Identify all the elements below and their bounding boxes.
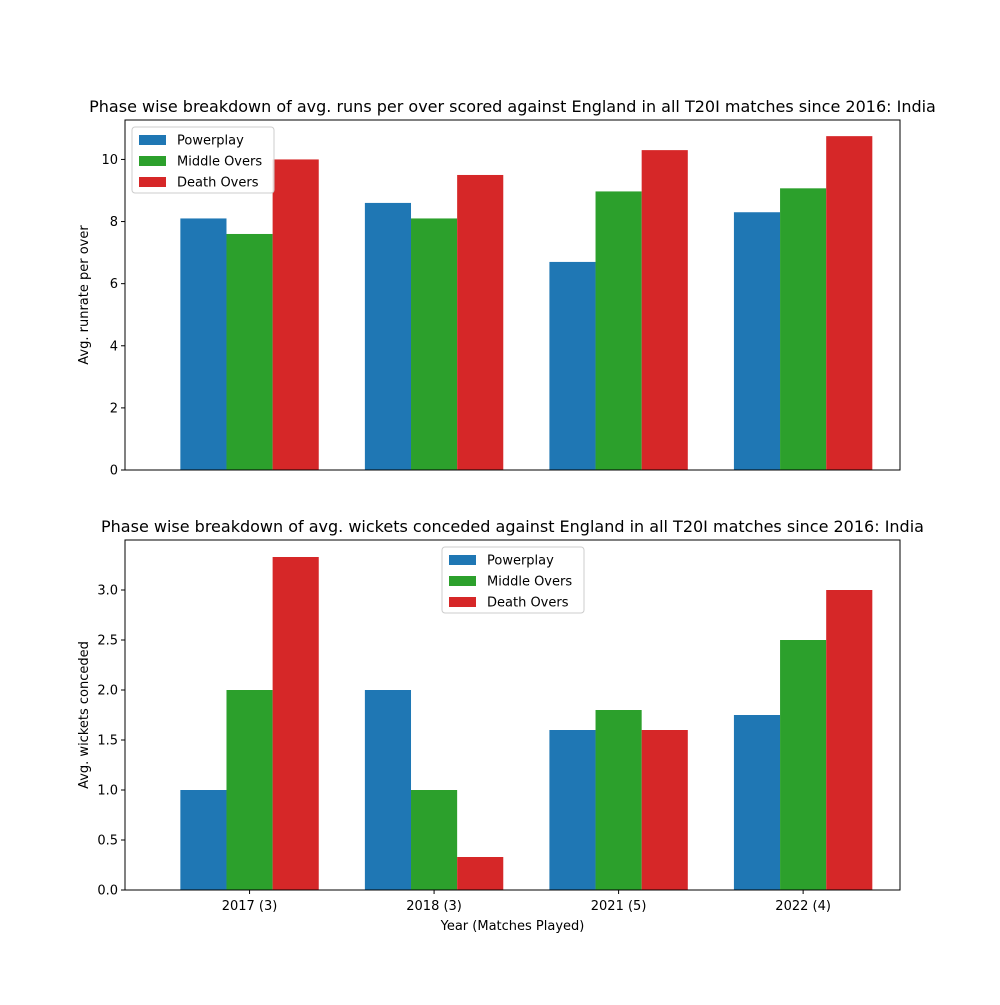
bar-death-overs-1 [272,557,319,890]
legend-label-death-overs: Death Overs [177,176,259,191]
y-tick-label: 2.0 [97,684,118,699]
legend-label-powerplay: Powerplay [487,554,554,569]
x-tick-label: 2022 (4) [775,899,831,914]
bar-powerplay-2 [364,690,412,890]
y-tick-label: 1.0 [97,784,118,799]
bar-death-overs-2 [457,174,504,471]
y-tick-label: 6 [110,277,118,292]
legend-swatch-powerplay [449,555,476,565]
bar-death-overs-4 [826,590,873,890]
legend-swatch-middle-overs [449,576,476,586]
legend-box [131,126,275,194]
bar-powerplay-3 [549,261,596,470]
bar-powerplay-2 [364,202,412,470]
legend-label-middle-overs: Middle Overs [177,155,262,170]
axes-frame [124,539,901,891]
chart-title: Phase wise breakdown of avg. wickets con… [101,517,924,536]
y-tick-label: 4 [110,339,118,354]
legend-box [441,546,585,614]
y-tick-label: 2 [110,401,118,416]
legend-label-death-overs: Death Overs [487,596,569,611]
y-tick-label: 8 [110,215,118,230]
bar-powerplay-4 [733,212,781,470]
bar-death-overs-2 [457,857,504,890]
bar-powerplay-4 [733,715,781,890]
bar-powerplay-1 [180,218,227,470]
x-tick-label: 2017 (3) [222,899,278,914]
y-tick-label: 1.5 [97,734,118,749]
y-tick-label: 2.5 [97,634,118,649]
bar-powerplay-1 [180,790,227,890]
y-tick-label: 10 [101,153,118,168]
x-axis-label: Year (Matches Played) [440,919,585,934]
y-axis-label: Avg. wickets conceded [77,641,92,789]
legend-swatch-middle-overs [139,156,166,166]
bar-middle-overs-2 [411,218,458,470]
bar-death-overs-3 [641,730,688,890]
legend-label-middle-overs: Middle Overs [487,575,572,590]
bar-death-overs-4 [826,136,873,471]
bar-middle-overs-2 [411,790,458,890]
y-axis-label: Avg. runrate per over [77,225,92,365]
bar-powerplay-3 [549,730,596,890]
y-tick-label: 0.5 [97,834,118,849]
legend-label-powerplay: Powerplay [177,134,244,149]
bar-middle-overs-4 [780,188,827,470]
y-tick-label: 3.0 [97,584,118,599]
x-tick-label: 2018 (3) [406,899,462,914]
bar-middle-overs-3 [595,191,642,470]
bar-middle-overs-1 [226,233,273,470]
bar-death-overs-1 [272,159,319,471]
legend-swatch-death-overs [449,597,476,607]
legend-swatch-death-overs [139,177,166,187]
y-tick-label: 0 [110,464,118,479]
axes-frame [124,119,901,471]
bar-middle-overs-4 [780,640,827,890]
chart-title: Phase wise breakdown of avg. runs per ov… [89,97,936,116]
y-tick-label: 0.0 [97,884,118,899]
bar-death-overs-3 [641,150,688,471]
bar-middle-overs-1 [226,690,273,890]
bar-middle-overs-3 [595,710,642,890]
x-tick-label: 2021 (5) [591,899,647,914]
legend-swatch-powerplay [139,135,166,145]
